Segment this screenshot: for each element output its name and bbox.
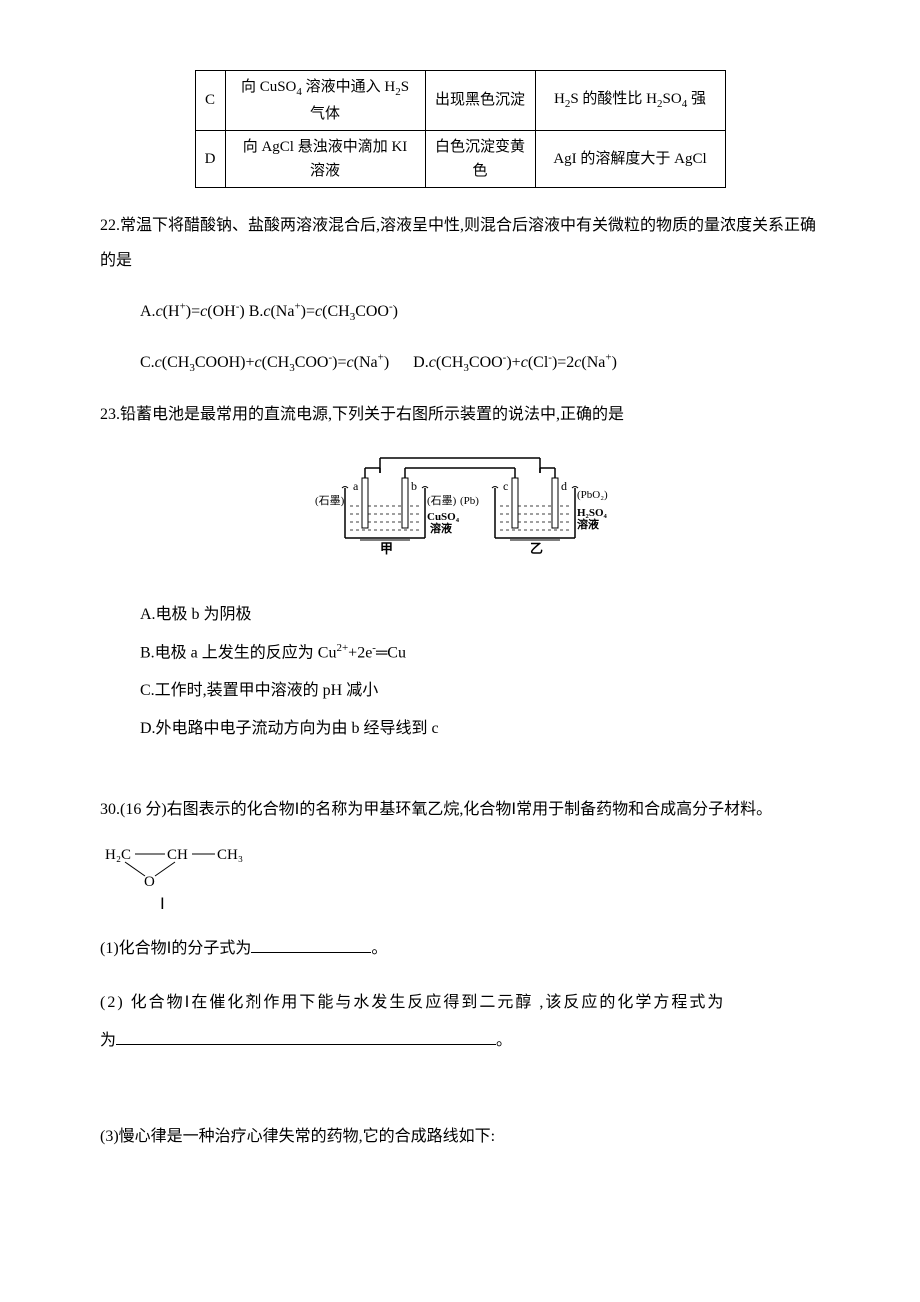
blank-fill-long	[116, 1044, 496, 1045]
struct-h2c: H₂C	[105, 847, 131, 863]
label-pb: (Pb)	[460, 495, 479, 507]
q23-option-c: C.工作时,装置甲中溶液的 pH 减小	[140, 675, 820, 707]
table-row: C 向 CuSO4 溶液中通入 H2S 气体 出现黑色沉淀 H2S 的酸性比 H…	[195, 71, 725, 131]
struct-label: Ⅰ	[160, 896, 165, 913]
row-label: C	[195, 71, 225, 131]
q23-option-d: D.外电路中电子流动方向为由 b 经导线到 c	[140, 713, 820, 745]
label-d: d	[561, 479, 567, 493]
operation-cell: 向 CuSO4 溶液中通入 H2S 气体	[225, 71, 425, 131]
epoxide-svg: H₂C CH CH₃ O Ⅰ	[100, 844, 280, 914]
sub1-suffix: 。	[371, 940, 387, 957]
label-graphite-a: (石墨)	[315, 494, 345, 507]
struct-o: O	[144, 874, 155, 890]
conclusion-cell: H2S 的酸性比 H2SO4 强	[535, 71, 725, 131]
blank-fill	[251, 952, 371, 953]
sub1-prefix: (1)化合物Ⅰ的分子式为	[100, 940, 251, 957]
q30-stem: 30.(16 分)右图表示的化合物Ⅰ的名称为甲基环氧乙烷,化合物Ⅰ常用于制备药物…	[100, 792, 820, 827]
conclusion-cell: AgI 的溶解度大于 AgCl	[535, 130, 725, 187]
electrolysis-diagram: a (石墨) b (石墨) (Pb) c d (PbO₂) CuSO₄ 溶液 H…	[100, 448, 820, 587]
row-label: D	[195, 130, 225, 187]
q22-options-cd: C.c(CH3COOH)+c(CH3COO-)=c(Na+) D.c(CH3CO…	[140, 345, 820, 380]
table-row: D 向 AgCl 悬浊液中滴加 KI 溶液 白色沉淀变黄色 AgI 的溶解度大于…	[195, 130, 725, 187]
label-cuso4-1: CuSO₄	[427, 511, 460, 523]
compound-structure: H₂C CH CH₃ O Ⅰ	[100, 844, 820, 914]
struct-ch: CH	[167, 847, 188, 863]
q30-sub3: (3)慢心律是一种治疗心律失常的药物,它的合成路线如下:	[100, 1118, 820, 1156]
label-graphite-b: (石墨)	[427, 494, 457, 507]
q30-sub1: (1)化合物Ⅰ的分子式为 。	[100, 930, 820, 968]
sub2-prefix: (2) 化合物Ⅰ在催化剂作用下能与水发生反应得到二元醇 ,该反应的化学方程式为	[100, 994, 725, 1011]
observation-cell: 白色沉淀变黄色	[425, 130, 535, 187]
sub2-suffix: 。	[496, 1032, 512, 1049]
battery-diagram-svg: a (石墨) b (石墨) (Pb) c d (PbO₂) CuSO₄ 溶液 H…	[300, 448, 620, 578]
label-c: c	[503, 479, 508, 493]
label-jia: 甲	[380, 541, 393, 556]
q23-option-a: A.电极 b 为阴极	[140, 599, 820, 631]
label-yi: 乙	[530, 541, 543, 556]
experiment-table: C 向 CuSO4 溶液中通入 H2S 气体 出现黑色沉淀 H2S 的酸性比 H…	[195, 70, 726, 188]
q23-option-b: B.电极 a 上发生的反应为 Cu2++2e-═Cu	[140, 637, 820, 669]
q30-sub2: (2) 化合物Ⅰ在催化剂作用下能与水发生反应得到二元醇 ,该反应的化学方程式为为…	[100, 984, 820, 1061]
struct-ch3: CH₃	[217, 847, 243, 863]
label-h2so4-2: 溶液	[577, 517, 600, 531]
label-h2so4-1: H₂SO₄	[577, 507, 608, 519]
label-b: b	[411, 479, 417, 493]
q22-options-ab: A.c(H+)=c(OH-) B.c(Na+)=c(CH3COO-)	[140, 294, 820, 329]
operation-cell: 向 AgCl 悬浊液中滴加 KI 溶液	[225, 130, 425, 187]
label-a: a	[353, 479, 359, 493]
label-pbo2: (PbO₂)	[577, 489, 608, 501]
observation-cell: 出现黑色沉淀	[425, 71, 535, 131]
q22-stem: 22.常温下将醋酸钠、盐酸两溶液混合后,溶液呈中性,则混合后溶液中有关微粒的物质…	[100, 208, 820, 278]
label-cuso4-2: 溶液	[430, 521, 453, 535]
q23-stem: 23.铅蓄电池是最常用的直流电源,下列关于右图所示装置的说法中,正确的是	[100, 397, 820, 432]
